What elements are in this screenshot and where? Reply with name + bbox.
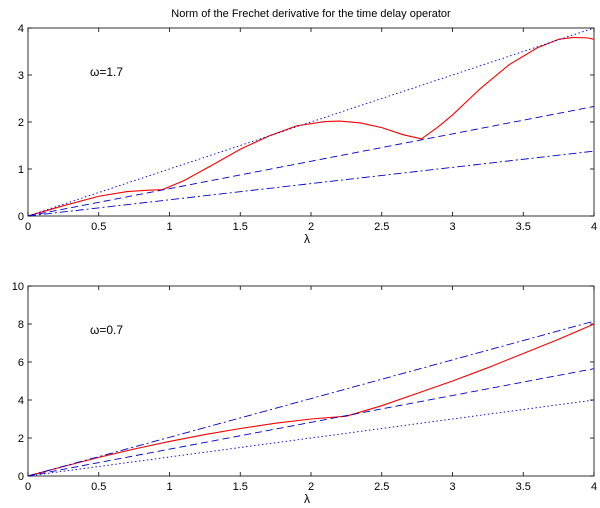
series-line-solid	[28, 36, 594, 216]
y-tick-label: 2	[18, 433, 24, 445]
y-tick-label: 10	[12, 281, 24, 293]
omega-annotation: ω=0.7	[90, 323, 123, 337]
x-tick-label: 3	[449, 481, 455, 493]
series-group	[28, 320, 594, 476]
x-tick-label: 0	[25, 221, 31, 233]
y-tick-label: 0	[18, 471, 24, 483]
x-tick-label: 2	[308, 481, 314, 493]
series-group	[28, 28, 594, 216]
x-tick-label: 1	[166, 221, 172, 233]
x-tick-label: 3	[449, 221, 455, 233]
x-tick-label: 4	[591, 221, 597, 233]
x-tick-label: 0.5	[91, 481, 106, 493]
x-tick-label: 2.5	[374, 221, 389, 233]
x-tick-label: 2.5	[374, 481, 389, 493]
omega-annotation: ω=1.7	[90, 65, 123, 79]
x-tick-label: 4	[591, 481, 597, 493]
y-tick-label: 2	[18, 117, 24, 129]
series-line-dotted	[28, 28, 594, 216]
series-line-dotted	[28, 399, 594, 476]
series-line-dashdot	[28, 320, 594, 476]
x-axis-label: λ	[304, 492, 310, 506]
series-line-dashed	[28, 368, 594, 476]
y-tick-label: 1	[18, 164, 24, 176]
chart-title: Norm of the Frechet derivative for the t…	[171, 8, 451, 20]
x-tick-label: 0	[25, 481, 31, 493]
x-tick-label: 3.5	[516, 221, 531, 233]
series-line-dashed	[28, 106, 594, 216]
y-tick-label: 0	[18, 211, 24, 223]
x-tick-label: 1.5	[233, 481, 248, 493]
y-tick-label: 8	[18, 319, 24, 331]
x-tick-label: 1.5	[233, 221, 248, 233]
top-panel: 0 0.5 1 1.5 2 2.5 3 3.5 4 0 1 2 3 4 λ ω=1.7	[18, 23, 597, 246]
y-tick-label: 4	[18, 395, 24, 407]
series-line-solid	[28, 323, 594, 476]
bottom-panel: 0 0.5 1 1.5 2 2.5 3 3.5 4 0 2 4 6 8 10 λ ω=0.7	[12, 281, 597, 506]
y-tick-label: 4	[18, 23, 24, 35]
y-tick-label: 6	[18, 357, 24, 369]
axes-box	[27, 285, 595, 477]
x-tick-label: 2	[308, 221, 314, 233]
x-tick-label: 1	[166, 481, 172, 493]
x-tick-label: 3.5	[516, 481, 531, 493]
y-tick-label: 3	[18, 70, 24, 82]
x-axis-label: λ	[304, 232, 310, 246]
x-tick-label: 0.5	[91, 221, 106, 233]
series-line-dashdot	[28, 150, 594, 216]
